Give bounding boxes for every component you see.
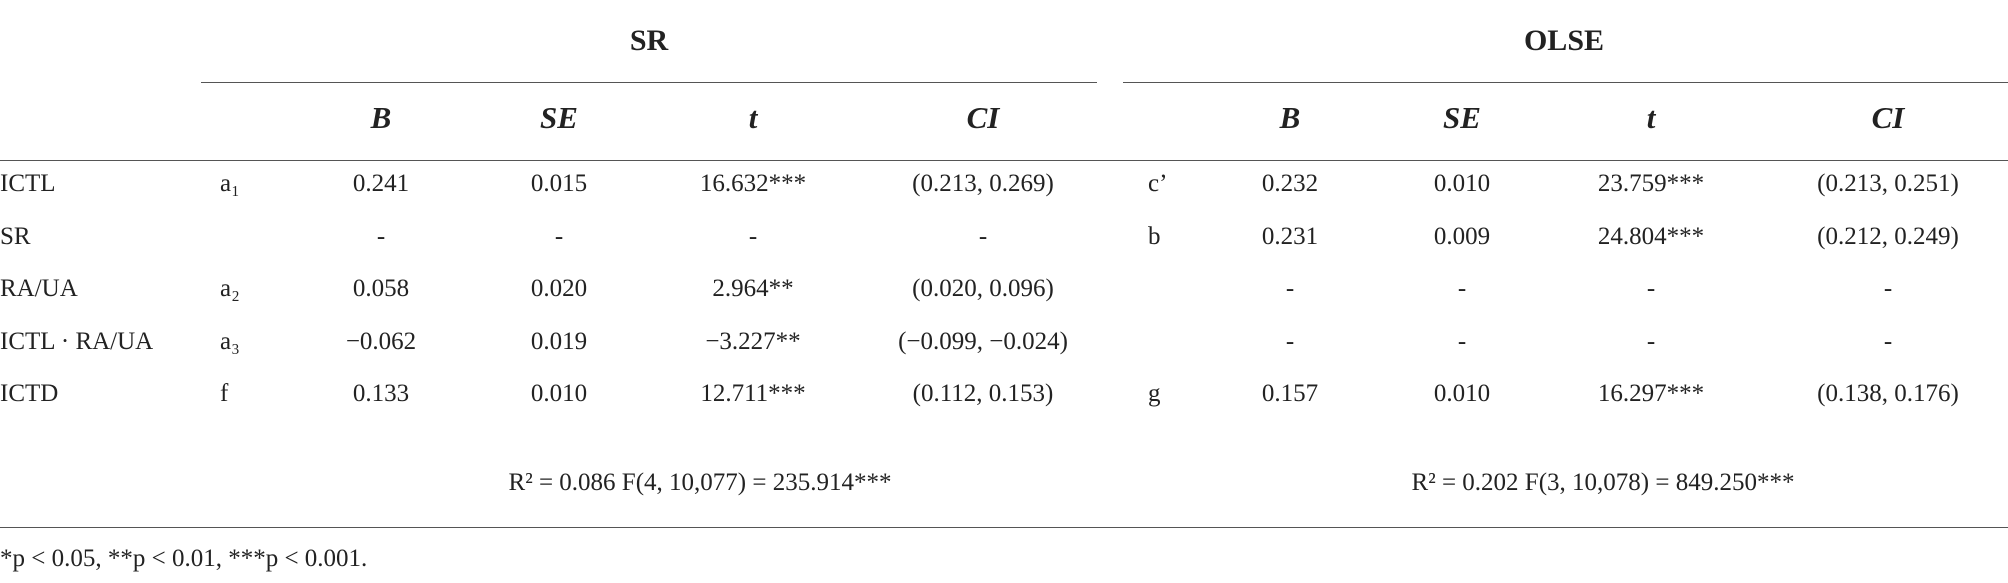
column-header: B [370, 100, 392, 135]
model-fit: R² = 0.086 F(4, 10,077) = 235.914*** [508, 469, 892, 496]
cell: - [376, 223, 386, 250]
cell: 0.231 [1261, 223, 1319, 250]
cell: - [978, 223, 988, 250]
cell: - [1285, 328, 1295, 355]
cell: 0.157 [1261, 380, 1319, 407]
path-label: a₂ [220, 275, 240, 302]
cell: 0.058 [352, 275, 410, 302]
cell: 0.241 [352, 170, 410, 197]
cell: (0.020, 0.096) [912, 275, 1054, 302]
cell: 0.133 [352, 380, 410, 407]
path-label: a₁ [220, 170, 240, 197]
column-header: B [1279, 100, 1301, 135]
cell: (0.213, 0.269) [912, 170, 1054, 197]
row-label: ICTL [0, 170, 56, 197]
cell: - [748, 223, 758, 250]
cell: (0.213, 0.251) [1817, 170, 1959, 197]
cell: - [554, 223, 564, 250]
cell: 0.009 [1433, 223, 1491, 250]
group-header: SR [629, 24, 669, 57]
group-rule [1123, 82, 2008, 83]
row-label: SR [0, 223, 31, 250]
cell: 16.297*** [1597, 380, 1705, 407]
cell: 0.010 [1433, 380, 1491, 407]
row-label: ICTD [0, 380, 59, 407]
cell: - [1646, 328, 1656, 355]
path-label: c’ [1148, 170, 1168, 197]
path-label: b [1148, 223, 1161, 250]
cell: - [1883, 328, 1893, 355]
cell: 0.010 [1433, 170, 1491, 197]
cell: (0.138, 0.176) [1817, 380, 1959, 407]
row-label: RA/UA [0, 275, 78, 302]
path-label: f [220, 380, 229, 407]
path-label: a₃ [220, 328, 240, 355]
group-rule [201, 82, 1097, 83]
cell: 0.232 [1261, 170, 1319, 197]
cell: (−0.099, −0.024) [898, 328, 1068, 355]
column-header: CI [966, 100, 1000, 135]
table-note: *p < 0.05, **p < 0.01, ***p < 0.001. [0, 545, 368, 572]
cell: - [1883, 275, 1893, 302]
column-header: CI [1871, 100, 1905, 135]
cell: (0.212, 0.249) [1817, 223, 1959, 250]
column-header: SE [1443, 100, 1481, 135]
cell: - [1646, 275, 1656, 302]
header-rule [0, 160, 2008, 161]
cell: 0.010 [530, 380, 588, 407]
cell: −0.062 [345, 328, 417, 355]
cell: 12.711*** [700, 380, 806, 407]
cell: 0.019 [530, 328, 588, 355]
path-label: g [1148, 380, 1161, 407]
cell: 0.020 [530, 275, 588, 302]
cell: 2.964** [712, 275, 794, 302]
cell: - [1285, 275, 1295, 302]
cell: - [1457, 328, 1467, 355]
cell: 24.804*** [1597, 223, 1705, 250]
cell: −3.227** [705, 328, 801, 355]
column-header: t [748, 100, 758, 135]
bottom-rule [0, 527, 2008, 528]
group-header: OLSE [1523, 24, 1605, 57]
cell: 0.015 [530, 170, 588, 197]
row-label: ICTL · RA/UA [0, 328, 154, 355]
column-header: t [1646, 100, 1656, 135]
column-header: SE [540, 100, 578, 135]
cell: 16.632*** [699, 170, 807, 197]
model-fit: R² = 0.202 F(3, 10,078) = 849.250*** [1411, 469, 1795, 496]
cell: (0.112, 0.153) [912, 380, 1054, 407]
cell: - [1457, 275, 1467, 302]
cell: 23.759*** [1597, 170, 1705, 197]
